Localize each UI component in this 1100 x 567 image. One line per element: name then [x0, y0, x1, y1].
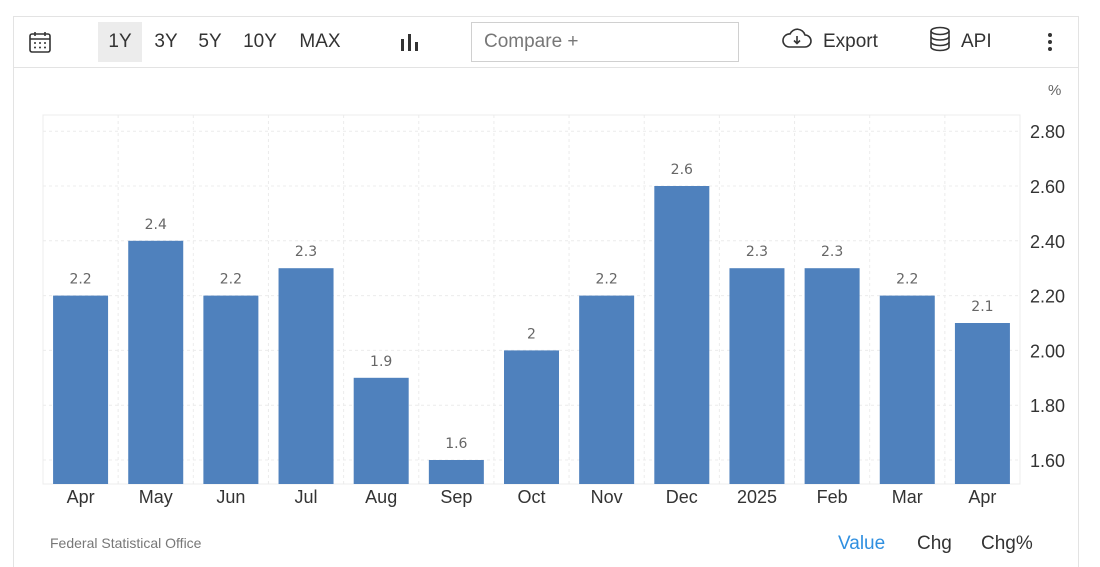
data-label: 2.3 — [821, 244, 843, 260]
bar — [278, 268, 334, 484]
compare-input[interactable]: Compare + — [471, 22, 739, 62]
range-10y-button[interactable]: 10Y — [243, 31, 277, 52]
data-label: 2.3 — [295, 244, 317, 260]
x-tick-label: Oct — [517, 487, 545, 507]
y-tick-label: 2.80 — [1030, 122, 1065, 142]
y-tick-label: 2.00 — [1030, 341, 1065, 361]
data-label: 2.1 — [971, 299, 993, 315]
source-label: Federal Statistical Office — [50, 535, 202, 551]
data-label: 2.6 — [671, 162, 693, 178]
chg-percent-mode-button[interactable]: Chg% — [981, 533, 1033, 554]
x-tick-label: 2025 — [737, 487, 777, 507]
x-tick-label: Feb — [817, 487, 848, 507]
x-tick-label: Apr — [968, 487, 996, 507]
data-label: 2.2 — [69, 272, 91, 288]
more-options-icon[interactable] — [1046, 17, 1054, 67]
y-tick-label: 1.60 — [1030, 451, 1065, 471]
bar — [654, 186, 710, 484]
x-tick-label: Dec — [666, 487, 698, 507]
x-tick-label: Sep — [440, 487, 472, 507]
api-label: API — [961, 31, 992, 52]
data-label: 1.9 — [370, 354, 392, 370]
data-label: 2.4 — [145, 217, 167, 233]
data-label: 2 — [527, 326, 536, 342]
bar — [128, 240, 184, 484]
api-button[interactable]: API — [929, 17, 992, 67]
data-label: 2.2 — [896, 272, 918, 288]
calendar-icon[interactable] — [28, 17, 52, 67]
bar — [579, 295, 635, 484]
x-tick-label: Jun — [216, 487, 245, 507]
x-tick-label: Jul — [295, 487, 318, 507]
export-button[interactable]: Export — [781, 17, 878, 67]
range-1y-button[interactable]: 1Y — [98, 22, 142, 62]
range-5y-button[interactable]: 5Y — [198, 31, 222, 52]
data-label: 2.2 — [596, 272, 618, 288]
y-unit-label: % — [1048, 82, 1062, 99]
y-tick-label: 2.40 — [1030, 232, 1065, 252]
bar — [53, 295, 109, 484]
x-tick-label: Mar — [892, 487, 923, 507]
x-tick-label: May — [139, 487, 173, 507]
y-tick-label: 2.60 — [1030, 177, 1065, 197]
bar-chart-icon[interactable] — [399, 17, 421, 67]
y-tick-label: 1.80 — [1030, 396, 1065, 416]
data-label: 2.2 — [220, 272, 242, 288]
y-tick-label: 2.20 — [1030, 287, 1065, 307]
x-tick-label: Apr — [67, 487, 95, 507]
cloud-download-icon — [781, 28, 813, 56]
range-max-button[interactable]: MAX — [299, 31, 341, 52]
x-tick-label: Aug — [365, 487, 397, 507]
toolbar: 1Y 3Y 5Y 10Y MAX Compare + Export — [13, 16, 1079, 68]
export-label: Export — [823, 31, 878, 52]
chg-mode-button[interactable]: Chg — [917, 533, 952, 554]
bar — [879, 295, 935, 484]
data-label: 2.3 — [746, 244, 768, 260]
x-tick-label: Nov — [591, 487, 623, 507]
value-mode-button[interactable]: Value — [838, 533, 886, 554]
bar — [504, 350, 559, 484]
range-3y-button[interactable]: 3Y — [154, 31, 178, 52]
data-label: 1.6 — [445, 436, 467, 452]
bar — [353, 377, 409, 484]
bar — [729, 268, 785, 484]
bar — [203, 295, 259, 484]
database-icon — [929, 26, 951, 58]
bar — [954, 323, 1010, 484]
bar — [804, 268, 860, 484]
bar — [428, 460, 484, 484]
